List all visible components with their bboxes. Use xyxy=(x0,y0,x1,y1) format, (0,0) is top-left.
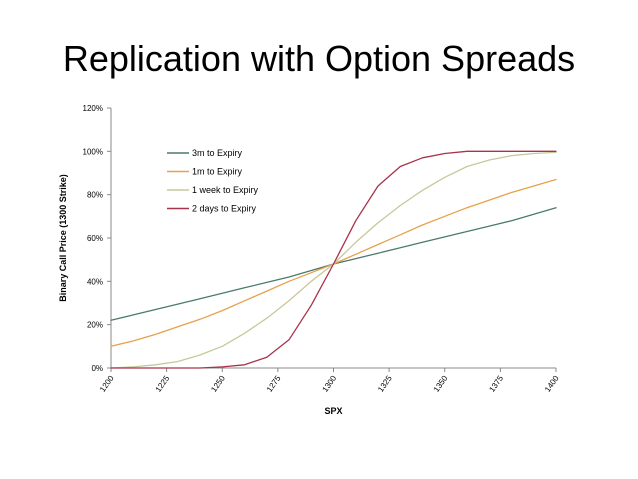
x-tick-label: 1200 xyxy=(98,374,116,394)
x-tick-label: 1300 xyxy=(321,374,339,394)
slide-title: Replication with Option Spreads xyxy=(62,38,576,79)
series-line xyxy=(110,151,557,369)
y-tick-label: 20% xyxy=(87,321,103,330)
x-tick-label: 1225 xyxy=(154,374,172,394)
legend-label: 2 days to Expiry xyxy=(192,204,257,214)
x-tick-label: 1275 xyxy=(265,374,283,394)
y-tick-label: 60% xyxy=(87,234,103,243)
x-ticks: 1200 1225 1250 1275 1300 1325 1350 1375 1400 xyxy=(98,368,561,394)
legend-label: 3m to Expiry xyxy=(192,148,243,158)
y-tick-label: 0% xyxy=(91,364,103,373)
y-ticks: 0% 20% 40% 60% 80% 100% 120% xyxy=(83,104,111,373)
x-tick-label: 1250 xyxy=(209,374,227,394)
x-tick-label: 1350 xyxy=(432,374,450,394)
series-group xyxy=(110,150,557,369)
y-tick-label: 120% xyxy=(83,104,103,113)
x-tick-label: 1400 xyxy=(543,374,561,394)
x-tick-label: 1325 xyxy=(376,374,394,394)
chart-axes xyxy=(110,108,556,369)
y-tick-label: 80% xyxy=(87,191,103,200)
series-line xyxy=(110,150,557,369)
y-axis-title: Binary Call Price (1300 Strike) xyxy=(58,174,68,302)
legend-label: 1 week to Expiry xyxy=(192,185,259,195)
y-tick-label: 100% xyxy=(83,147,103,156)
legend: 3m to Expiry 1m to Expiry 1 week to Expiry… xyxy=(167,148,259,214)
y-tick-label: 40% xyxy=(87,277,103,286)
legend-label: 1m to Expiry xyxy=(192,167,243,177)
x-tick-label: 1375 xyxy=(487,374,505,394)
x-axis-title: SPX xyxy=(324,406,342,416)
